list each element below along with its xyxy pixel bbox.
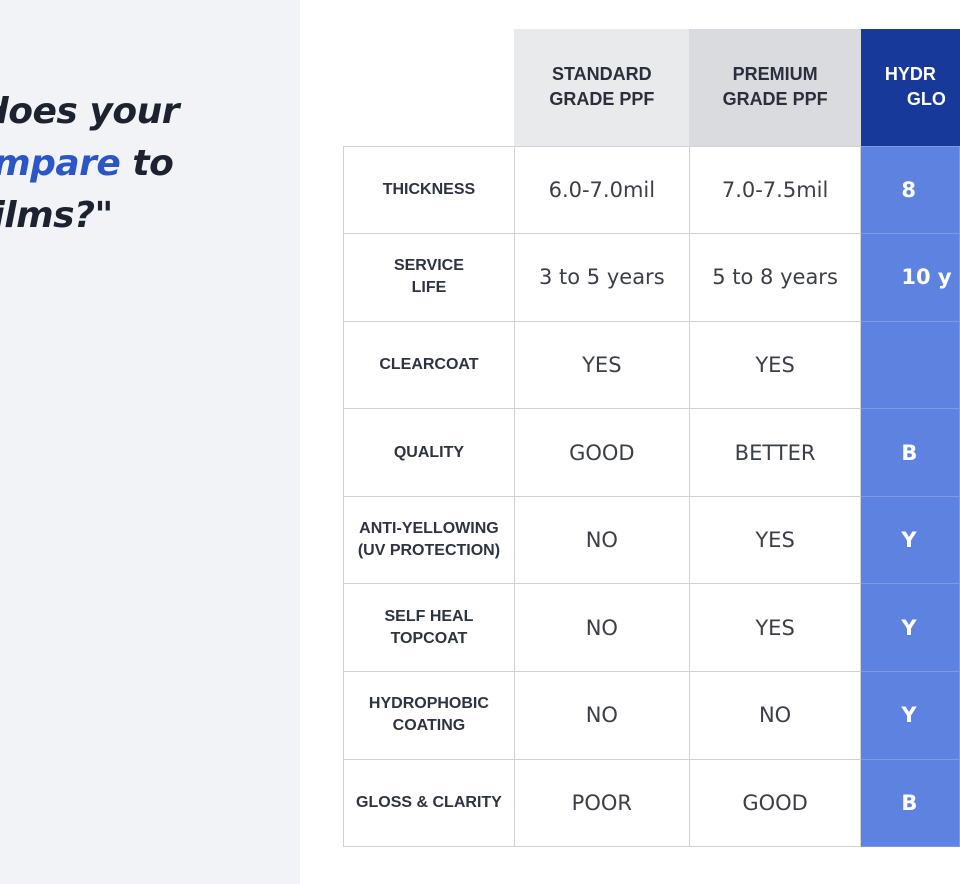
- table-row: SELF HEAL TOPCOAT NO YES Y: [343, 583, 960, 673]
- column-header-standard-line-1: STANDARD: [552, 64, 652, 85]
- column-header-hydro-line-1: HYDR: [884, 64, 936, 85]
- headline-line-1: y does your: [0, 91, 179, 132]
- cell-hydro: 8: [860, 145, 960, 235]
- table-row: THICKNESS 6.0-7.0mil 7.0-7.5mil 8: [343, 145, 960, 235]
- row-label-line: ANTI-YELLOWING: [359, 520, 499, 538]
- row-label: THICKNESS: [343, 145, 515, 235]
- row-label-line: CLEARCOAT: [379, 355, 479, 373]
- row-label-line: QUALITY: [393, 443, 465, 461]
- row-label-line: (UV PROTECTION): [357, 542, 501, 560]
- cell-standard: GOOD: [513, 408, 690, 497]
- cell-standard: NO: [513, 583, 690, 673]
- table-row: QUALITY GOOD BETTER B: [343, 408, 960, 497]
- row-label: CLEARCOAT: [343, 320, 515, 410]
- left-panel: y does your compare to r films?": [0, 0, 300, 884]
- cell-premium: GOOD: [688, 758, 862, 848]
- table-row: SERVICE LIFE 3 to 5 years 5 to 8 years 10 y: [343, 233, 960, 322]
- header-row: STANDARD GRADE PPF PREMIUM GRADE PPF HYD…: [343, 29, 960, 146]
- cell-standard: NO: [513, 495, 690, 585]
- cell-hydro: Y: [860, 671, 960, 760]
- cell-hydro: B: [860, 758, 960, 848]
- table-row: HYDROPHOBIC COATING NO NO Y: [343, 671, 960, 760]
- cell-standard: 3 to 5 years: [513, 233, 690, 322]
- row-label: ANTI-YELLOWING (UV PROTECTION): [343, 495, 515, 585]
- row-label-line: SELF HEAL: [384, 607, 474, 625]
- table-row: GLOSS & CLARITY POOR GOOD B: [343, 758, 960, 848]
- table-row: ANTI-YELLOWING (UV PROTECTION) NO YES Y: [343, 495, 960, 585]
- cell-premium: YES: [688, 583, 862, 673]
- row-label: SELF HEAL TOPCOAT: [343, 583, 515, 673]
- cell-premium: NO: [688, 671, 862, 760]
- column-header-standard: STANDARD GRADE PPF: [514, 29, 690, 146]
- row-label-line: TOPCOAT: [390, 629, 468, 647]
- row-label-line: SERVICE: [393, 257, 464, 275]
- header-blank-cell: [343, 29, 515, 146]
- column-header-premium-line-1: PREMIUM: [732, 64, 818, 85]
- cell-standard: 6.0-7.0mil: [513, 145, 690, 235]
- cell-hydro: Y: [860, 495, 960, 585]
- column-header-premium: PREMIUM GRADE PPF: [689, 29, 861, 146]
- cell-premium: YES: [688, 320, 862, 410]
- column-header-standard-line-2: GRADE PPF: [549, 89, 655, 110]
- cell-standard: NO: [513, 671, 690, 760]
- cell-standard: POOR: [513, 758, 690, 848]
- row-label-line: THICKNESS: [382, 180, 476, 198]
- cell-hydro: [860, 320, 960, 410]
- table-row: CLEARCOAT YES YES: [343, 320, 960, 410]
- headline-line-2-rest: to: [120, 143, 174, 184]
- headline: y does your compare to r films?": [0, 86, 300, 242]
- cell-hydro: 10 y: [860, 233, 960, 322]
- comparison-table: STANDARD GRADE PPF PREMIUM GRADE PPF HYD…: [343, 29, 960, 848]
- column-header-hydro-line-2: GLO: [906, 89, 946, 110]
- column-header-premium-line-2: GRADE PPF: [722, 89, 828, 110]
- row-label-line: COATING: [392, 717, 466, 735]
- cell-hydro: Y: [860, 583, 960, 673]
- cell-hydro: B: [860, 408, 960, 497]
- headline-line-3: r films?": [0, 195, 113, 236]
- headline-line-2: compare to: [0, 138, 300, 190]
- row-label: HYDROPHOBIC COATING: [343, 671, 515, 760]
- column-header-hydro: HYDR GLO: [860, 29, 960, 146]
- row-label-line: LIFE: [411, 279, 447, 297]
- row-label: GLOSS & CLARITY: [343, 758, 515, 848]
- row-label: QUALITY: [343, 408, 515, 497]
- cell-premium: YES: [688, 495, 862, 585]
- row-label-line: GLOSS & CLARITY: [356, 793, 502, 811]
- cell-standard: YES: [513, 320, 690, 410]
- cell-premium: BETTER: [688, 408, 862, 497]
- cell-premium: 5 to 8 years: [688, 233, 862, 322]
- cell-premium: 7.0-7.5mil: [688, 145, 862, 235]
- headline-accent: compare: [0, 143, 121, 184]
- row-label: SERVICE LIFE: [343, 233, 515, 322]
- row-label-line: HYDROPHOBIC: [368, 695, 489, 713]
